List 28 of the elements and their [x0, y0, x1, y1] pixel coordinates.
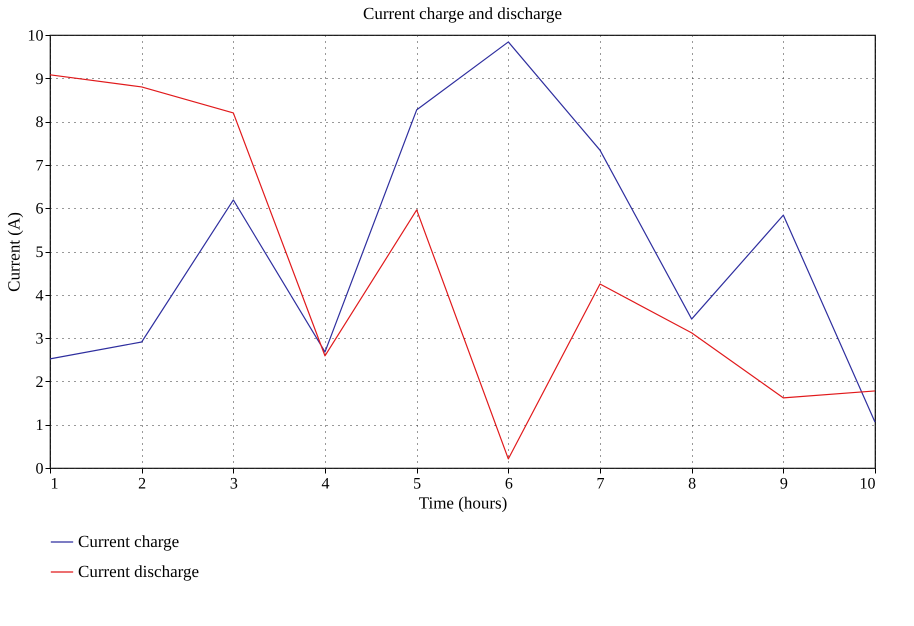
y-tick-label: 7	[36, 157, 44, 174]
x-tick-label: 5	[413, 476, 422, 492]
y-tick-label: 1	[36, 417, 44, 434]
line-series	[49, 41, 876, 423]
y-tick-label: 2	[36, 374, 44, 391]
y-tick-label: 8	[36, 114, 44, 132]
y-axis-title: Current (A)	[4, 212, 24, 292]
line-series	[49, 74, 876, 460]
chart-title: Current charge and discharge	[362, 4, 562, 23]
x-tick-label: 1	[50, 476, 58, 492]
legend-label: Current discharge	[78, 562, 200, 581]
x-tick-label: 2	[138, 476, 146, 492]
y-tick-label: 9	[36, 70, 44, 88]
x-tick-label: 9	[780, 476, 788, 492]
x-axis-title: Time (hours)	[418, 494, 508, 512]
y-tick-label: 5	[36, 244, 44, 261]
x-tick-label: 8	[688, 476, 696, 492]
y-tick-label: 10	[28, 28, 44, 44]
x-tick-label: 3	[230, 476, 238, 492]
y-tick-label: 3	[36, 330, 44, 348]
y-tick-label: 6	[36, 200, 44, 218]
x-tick-label: 4	[322, 476, 330, 492]
x-tick-label: 6	[504, 476, 513, 492]
y-tick-label: 0	[36, 460, 44, 478]
x-tick-label: 7	[596, 476, 604, 492]
y-tick-label: 4	[36, 287, 44, 304]
legend-label: Current charge	[78, 532, 180, 551]
x-tick-label: 10	[860, 476, 876, 492]
